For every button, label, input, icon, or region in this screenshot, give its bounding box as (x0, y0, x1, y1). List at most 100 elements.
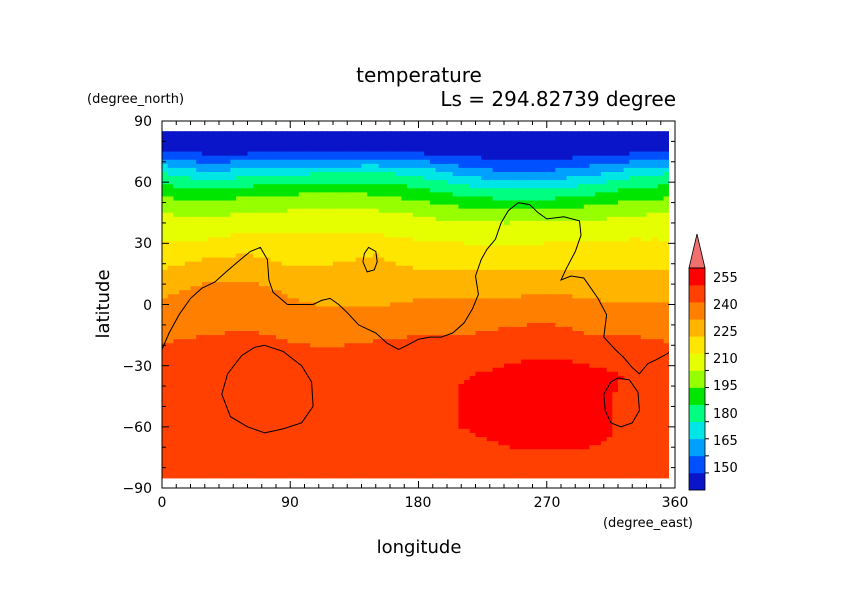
heatmap-cell (361, 163, 368, 169)
heatmap-cell (167, 233, 174, 238)
heatmap-cell (276, 310, 283, 316)
heatmap-cell (350, 204, 357, 210)
heatmap-cell (390, 167, 397, 173)
heatmap-cell (184, 159, 192, 165)
heatmap-cell (338, 257, 345, 263)
heatmap-cell (612, 212, 619, 218)
heatmap-cell (270, 282, 277, 287)
heatmap-cell (196, 131, 203, 136)
heatmap-cell (173, 196, 180, 202)
heatmap-cell (578, 196, 585, 202)
heatmap-cell (532, 306, 539, 312)
heatmap-cell (162, 188, 169, 193)
heatmap-cell (538, 273, 545, 279)
heatmap-cell (190, 302, 197, 308)
heatmap-cell (509, 192, 516, 198)
heatmap-cell (492, 188, 499, 193)
heatmap-cell (452, 331, 459, 336)
heatmap-cell (572, 131, 579, 136)
heatmap-cell (253, 273, 260, 279)
heatmap-cell (270, 139, 277, 145)
heatmap-cell (612, 216, 619, 222)
heatmap-cell (657, 265, 665, 271)
heatmap-cell (521, 339, 528, 344)
heatmap-cell (184, 339, 192, 344)
heatmap-cell (173, 282, 180, 287)
heatmap-cell (293, 143, 300, 149)
heatmap-cell (429, 322, 437, 328)
heatmap-cell (486, 331, 494, 336)
heatmap-cell (219, 277, 226, 283)
heatmap-cell (355, 253, 363, 259)
heatmap-cell (572, 155, 579, 161)
heatmap-cell (224, 159, 231, 165)
heatmap-cell (492, 253, 499, 259)
heatmap-cell (390, 343, 397, 348)
heatmap-cell (492, 192, 499, 198)
heatmap-cell (481, 196, 488, 202)
heatmap-cell (583, 286, 591, 291)
heatmap-cell (629, 188, 636, 193)
heatmap-cell (464, 200, 471, 206)
heatmap-cell (486, 167, 494, 173)
heatmap-cell (441, 326, 448, 332)
heatmap-cell (663, 143, 669, 149)
heatmap-cell (315, 180, 323, 185)
heatmap-cell (600, 196, 608, 202)
heatmap-cell (464, 335, 471, 340)
heatmap-cell (173, 131, 180, 136)
heatmap-cell (390, 282, 397, 287)
heatmap-cell (310, 159, 317, 165)
heatmap-cell (310, 335, 317, 340)
heatmap-cell (241, 200, 249, 206)
heatmap-cell (492, 147, 499, 153)
heatmap-cell (207, 265, 214, 271)
heatmap-cell (407, 310, 414, 316)
heatmap-cell (281, 212, 288, 218)
heatmap-cell (412, 257, 420, 263)
heatmap-cell (532, 216, 539, 222)
heatmap-cell (566, 318, 573, 324)
heatmap-cell (355, 155, 363, 161)
heatmap-cell (452, 245, 459, 251)
heatmap-cell (401, 163, 408, 169)
heatmap-cell (652, 326, 659, 332)
heatmap-cell (441, 282, 448, 287)
heatmap-cell (532, 229, 539, 234)
heatmap-cell (298, 212, 306, 218)
heatmap-cell (458, 180, 465, 185)
heatmap-cell (230, 314, 237, 320)
heatmap-cell (618, 335, 625, 340)
heatmap-cell (281, 233, 288, 238)
heatmap-cell (538, 335, 545, 340)
heatmap-cell (515, 318, 522, 324)
heatmap-cell (412, 310, 420, 316)
heatmap-cell (447, 216, 454, 222)
heatmap-cell (258, 298, 266, 304)
heatmap-cell (241, 188, 249, 193)
heatmap-cell (458, 237, 465, 242)
heatmap-cell (241, 290, 249, 295)
heatmap-cell (361, 355, 368, 361)
heatmap-cell (424, 257, 431, 263)
heatmap-cell (424, 310, 431, 316)
heatmap-cell (298, 184, 306, 189)
heatmap-cell (395, 306, 402, 312)
heatmap-cell (595, 208, 602, 214)
heatmap-cell (173, 245, 180, 251)
heatmap-cell (515, 339, 522, 344)
heatmap-cell (201, 176, 209, 181)
heatmap-cell (196, 331, 203, 336)
heatmap-cell (333, 196, 340, 202)
heatmap-cell (481, 277, 488, 283)
heatmap-cell (526, 139, 534, 145)
heatmap-cell (327, 294, 334, 299)
heatmap-cell (304, 147, 311, 153)
heatmap-cell (515, 335, 522, 340)
heatmap-cell (407, 184, 414, 189)
heatmap-cell (276, 294, 283, 299)
heatmap-cell (424, 151, 431, 157)
heatmap-cell (270, 155, 277, 161)
heatmap-cell (435, 286, 442, 291)
heatmap-cell (418, 343, 425, 348)
